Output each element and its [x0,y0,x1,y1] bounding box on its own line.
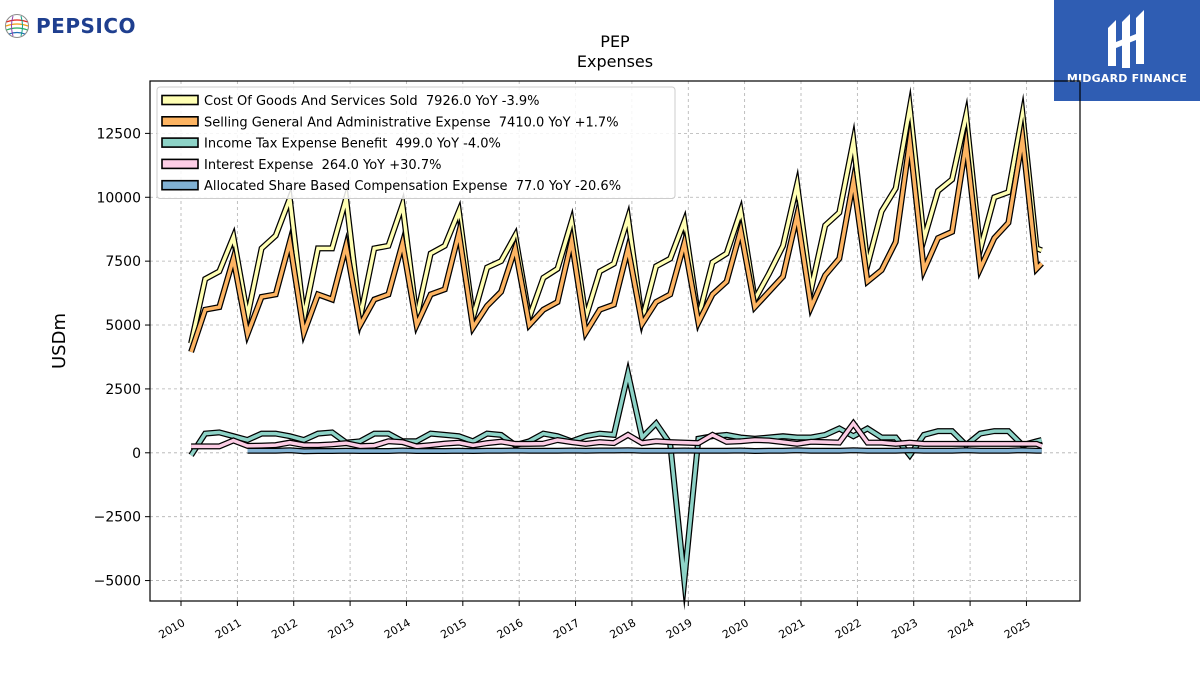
x-tick-label: 2015 [438,616,469,641]
x-tick-label: 2025 [1002,616,1033,641]
series-lines [188,86,1044,611]
x-tick-label: 2024 [946,616,977,641]
legend-entry: Allocated Share Based Compensation Expen… [204,179,621,194]
legend-swatch [161,158,199,170]
globe-icon [5,14,29,38]
series-4 [247,447,1042,455]
series-line [247,448,1042,454]
x-tick-label: 2020 [720,616,751,641]
y-tick-label: 2500 [105,382,141,398]
y-tick-label: 7500 [105,254,141,270]
chart-title: PEP [600,32,630,51]
y-axis-label: USDm [49,313,70,369]
series-0 [188,86,1043,345]
plot-frame [149,80,1081,602]
series-3 [191,418,1043,450]
x-tick-label: 2019 [664,616,695,641]
legend-swatch [161,94,199,106]
x-tick-label: 2012 [269,616,300,641]
legend-swatch [161,137,199,148]
legend-entry: Income Tax Expense Benefit 499.0 YoY -4.… [204,137,501,152]
legend-box [156,86,676,199]
x-tick-label: 2021 [777,616,808,641]
x-tick-label: 2022 [833,616,864,641]
series-line [191,420,1043,449]
x-tick-label: 2013 [326,616,357,641]
series-line [189,125,1043,353]
legend-swatch [161,179,199,191]
legend-entry: Interest Expense 264.0 YoY +30.7% [204,158,441,173]
x-tick-label: 2014 [382,616,413,641]
x-tick-label: 2010 [157,616,188,641]
legend: Cost Of Goods And Services Sold 7926.0 Y… [156,86,676,199]
chart-title-block: PEP Expenses [465,32,765,72]
x-tick-label: 2018 [607,616,638,641]
y-tick-label: 5000 [105,318,141,334]
x-tick-label: 2011 [213,616,244,641]
y-tick-label: 12500 [96,126,141,142]
legend-entry: Cost Of Goods And Services Sold 7926.0 Y… [204,94,540,109]
x-tick-label: 2016 [495,616,526,641]
pepsico-wordmark: PEPSICO [36,14,137,38]
chart-subtitle: Expenses [576,52,654,71]
x-tick-label: 2017 [551,616,582,641]
series-line [189,95,1043,344]
y-tick-label: −2500 [94,510,141,526]
legend-swatch [161,116,199,127]
midgard-emblem-icon [1108,10,1144,68]
y-tick-label: 0 [132,446,141,462]
y-tick-label: 10000 [96,190,141,206]
midgard-finance-logo: MIDGARD FINANCE [1054,0,1200,101]
y-tick-label: −5000 [94,574,141,590]
midgard-wordmark: MIDGARD FINANCE [1066,72,1188,85]
x-tick-label: 2023 [889,616,920,641]
pepsico-logo: PEPSICO [4,6,136,46]
series-1 [188,116,1044,353]
legend-entry: Selling General And Administrative Expen… [204,115,619,130]
